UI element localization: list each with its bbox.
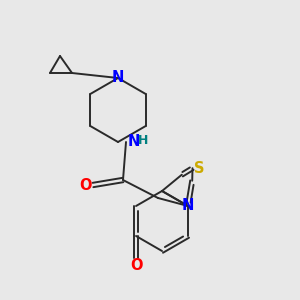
Text: N: N (182, 199, 194, 214)
Text: S: S (194, 161, 205, 176)
Text: N: N (112, 70, 124, 86)
Text: O: O (80, 178, 92, 193)
Text: H: H (138, 134, 148, 146)
Text: O: O (130, 259, 142, 274)
Text: N: N (128, 134, 140, 149)
